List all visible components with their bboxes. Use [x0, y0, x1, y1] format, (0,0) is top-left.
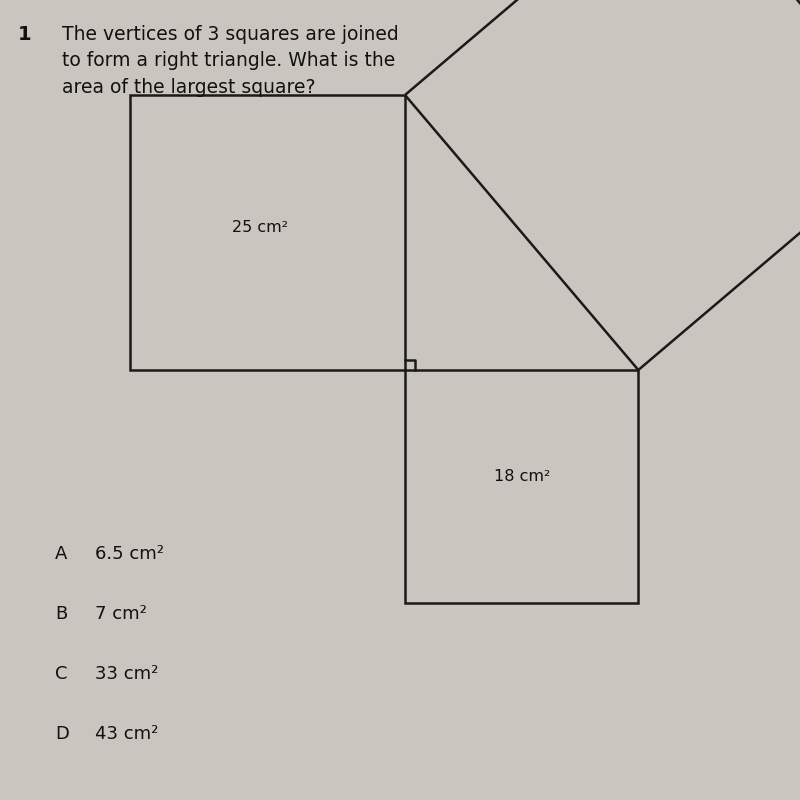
Text: The vertices of 3 squares are joined
to form a right triangle. What is the
area : The vertices of 3 squares are joined to …: [62, 25, 398, 97]
Text: B: B: [55, 605, 67, 623]
Text: 6.5 cm²: 6.5 cm²: [95, 545, 164, 563]
Text: 7 cm²: 7 cm²: [95, 605, 147, 623]
Text: 25 cm²: 25 cm²: [231, 220, 287, 235]
Text: A: A: [55, 545, 67, 563]
Text: 18 cm²: 18 cm²: [494, 469, 550, 484]
Text: 1: 1: [18, 25, 32, 44]
Text: D: D: [55, 725, 69, 743]
Text: C: C: [55, 665, 67, 683]
Text: 43 cm²: 43 cm²: [95, 725, 158, 743]
Text: 33 cm²: 33 cm²: [95, 665, 158, 683]
